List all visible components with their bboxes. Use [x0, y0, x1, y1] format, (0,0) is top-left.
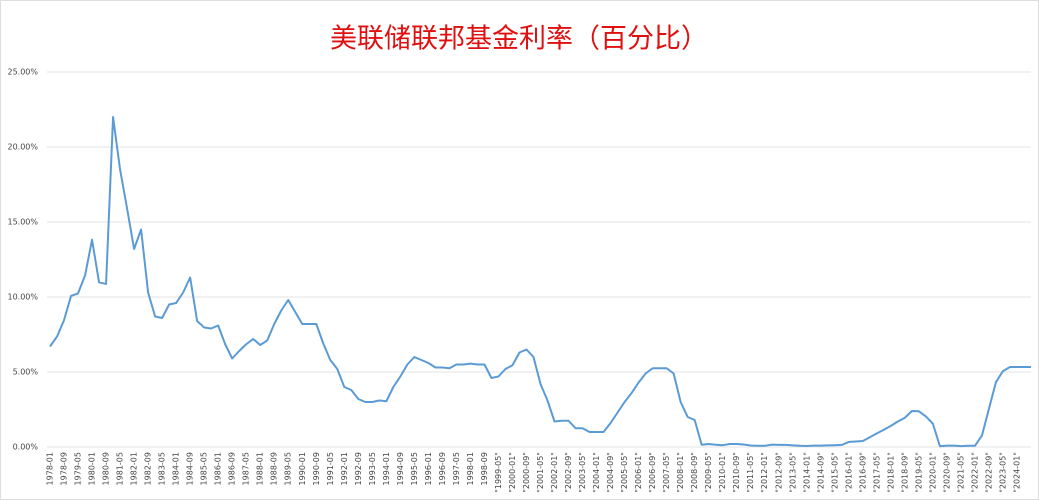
y-tick-label: 0.00% [13, 443, 39, 452]
x-tick-label: 1996-09 [438, 452, 447, 485]
y-tick-label: 15.00% [7, 218, 38, 227]
x-tick-label: "2009-05" [704, 452, 713, 493]
x-tick-label: 1998-01 [466, 452, 475, 485]
x-tick-label: "2019-05" [914, 452, 923, 493]
x-tick-label: "2015-05" [830, 452, 839, 493]
x-tick-label: "2006-01" [634, 452, 643, 493]
x-tick-label: 1989-05 [284, 452, 293, 485]
y-tick-label: 25.00% [7, 68, 38, 77]
x-tick-label: 1990-09 [312, 452, 321, 485]
x-tick-label: 1986-01 [214, 452, 223, 485]
x-tick-label: 1984-09 [186, 452, 195, 485]
x-tick-label: "2018-01" [886, 452, 895, 493]
x-tick-label: 1983-05 [158, 452, 167, 485]
x-tick-label: "2004-01" [592, 452, 601, 493]
x-tick-label: 1992-01 [340, 452, 349, 485]
x-tick-label: "2006-09" [648, 452, 657, 493]
x-tick-label: 1994-09 [396, 452, 405, 485]
x-tick-label: "2017-05" [872, 452, 881, 493]
y-tick-label: 20.00% [7, 143, 38, 152]
x-tick-label: 1990-01 [298, 452, 307, 485]
y-tick-label: 5.00% [13, 368, 39, 377]
x-tick-label: "2004-09" [606, 452, 615, 493]
x-tick-label: 1980-01 [88, 452, 97, 485]
x-tick-label: 1996-01 [424, 452, 433, 485]
x-tick-label: "2010-01" [718, 452, 727, 493]
x-tick-label: "2014-09" [816, 452, 825, 493]
x-tick-label: "2010-09" [732, 452, 741, 493]
x-tick-label: 1998-09 [480, 452, 489, 485]
x-tick-label: "2007-05" [662, 452, 671, 493]
x-tick-label: 1991-05 [326, 452, 335, 485]
x-tick-label: "2000-01" [508, 452, 517, 493]
x-tick-label: "2023-05" [998, 452, 1007, 493]
x-tick-label: "2011-05" [746, 452, 755, 493]
x-tick-label: 1984-01 [172, 452, 181, 485]
x-tick-label: "2002-01" [550, 452, 559, 493]
y-tick-label: 10.00% [7, 293, 38, 302]
x-tick-label: "2021-05" [956, 452, 965, 493]
x-tick-label: 1988-01 [256, 452, 265, 485]
x-tick-label: 1986-09 [228, 452, 237, 485]
x-tick-label: 1997-05 [452, 452, 461, 485]
x-tick-label: 1982-09 [144, 452, 153, 485]
series-line [49, 116, 1032, 448]
x-tick-label: "2013-05" [788, 452, 797, 493]
x-tick-label: "2018-09" [900, 452, 909, 493]
x-tick-label: 1994-01 [382, 452, 391, 485]
x-tick-label: "2003-05" [578, 452, 587, 493]
x-tick-label: "2008-01" [676, 452, 685, 493]
x-tick-label: 1993-05 [368, 452, 377, 485]
x-tick-label: "2001-05" [536, 452, 545, 493]
x-tick-label: 1992-09 [354, 452, 363, 485]
x-tick-label: 1995-05 [410, 452, 419, 485]
x-tick-label: 1985-05 [200, 452, 209, 485]
x-tick-label: "2022-01" [970, 452, 979, 493]
x-tick-label: "2020-01" [928, 452, 937, 493]
x-tick-label: "2014-01" [802, 452, 811, 493]
x-tick-label: "2020-09" [942, 452, 951, 493]
x-tick-label: "2022-09" [984, 452, 993, 493]
x-tick-label: "2016-09" [858, 452, 867, 493]
x-tick-label: 1981-05 [116, 452, 125, 485]
x-tick-label: "2002-09" [564, 452, 573, 493]
x-tick-label: 1978-09 [60, 452, 69, 485]
x-tick-label: 1988-09 [270, 452, 279, 485]
x-tick-label: "2012-01" [760, 452, 769, 493]
x-tick-label: 1987-05 [242, 452, 251, 485]
x-tick-label: "2012-09" [774, 452, 783, 493]
x-tick-label: 1980-09 [102, 452, 111, 485]
x-tick-label: 1982-01 [130, 452, 139, 485]
x-tick-label: "2016-01" [844, 452, 853, 493]
x-tick-label: "2008-09" [690, 452, 699, 493]
x-tick-label: 1978-01 [46, 452, 55, 485]
chart-title: 美联储联邦基金利率（百分比） [330, 24, 708, 55]
x-tick-label: "1999-05" [494, 452, 503, 493]
x-tick-label: "2005-05" [620, 452, 629, 493]
x-tick-label: "2024-01" [1013, 452, 1022, 493]
x-tick-label: 1979-05 [74, 452, 83, 485]
x-tick-label: "2000-09" [522, 452, 531, 493]
